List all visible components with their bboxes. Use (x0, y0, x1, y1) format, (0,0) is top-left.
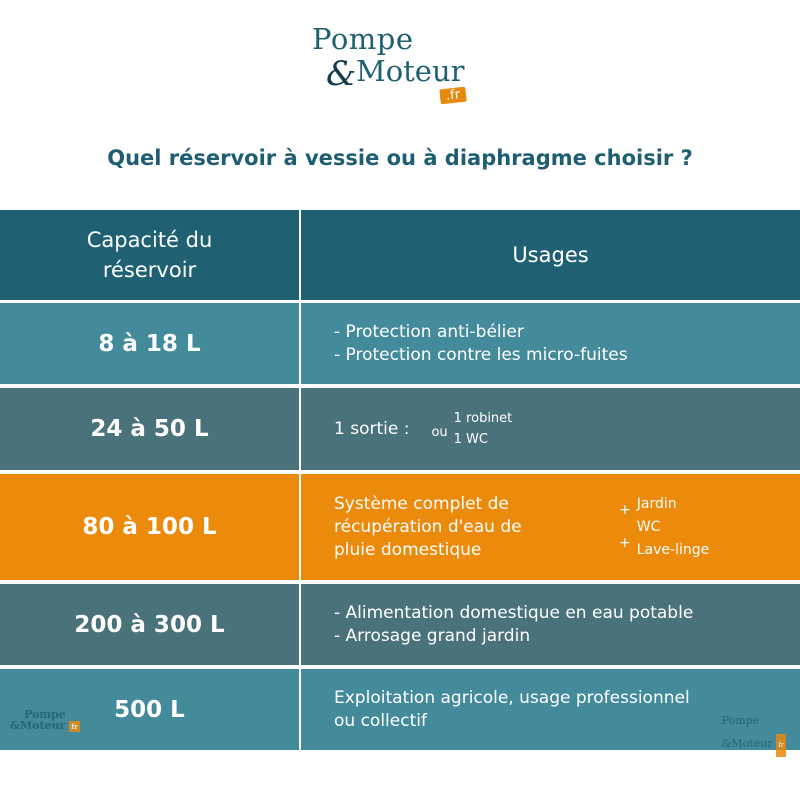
usage-cell: Système complet de récupération d'eau de… (301, 474, 800, 580)
logo-ampersand: & (326, 54, 357, 94)
usage-cell: 1 sortie : ou 1 robinet 1 WC (301, 388, 800, 470)
logo-tld: .fr (439, 86, 467, 105)
usage-line: - Arrosage grand jardin (334, 625, 531, 646)
usage-line: récupération d'eau de (334, 516, 522, 537)
usage-option: Jardin (636, 495, 677, 512)
plus-sign: + (619, 502, 631, 518)
usage-option: Lave-linge (636, 541, 710, 558)
usage-lead: 1 sortie : (334, 419, 410, 439)
capacity-cell: 80 à 100 L (0, 474, 299, 580)
usage-cell: - Protection anti-bélier - Protection co… (301, 303, 800, 384)
table-row-highlight: 80 à 100 L Système complet de récupérati… (0, 474, 800, 580)
usage-line: - Protection anti-bélier (334, 321, 524, 342)
usage-option: 1 robinet (453, 411, 513, 426)
usage-line: - Protection contre les micro-fuites (334, 344, 628, 365)
capacity-cell: 200 à 300 L (0, 584, 299, 665)
brand-logo: Pompe & Moteur .fr (310, 22, 490, 117)
table-header: Capacité du réservoir Usages (0, 210, 800, 300)
plus-sign: + (619, 535, 631, 551)
watermark-logo: Pompe &Moteur fr (10, 708, 80, 732)
capacity-cell: 24 à 50 L (0, 388, 299, 470)
table-row: 200 à 300 L - Alimentation domestique en… (0, 584, 800, 665)
usage-option: 1 WC (453, 432, 488, 447)
capacity-cell: 8 à 18 L (0, 303, 299, 384)
capacity-value: 500 L (114, 696, 185, 723)
header-usage: Usages (301, 210, 800, 300)
usage-or: ou (431, 424, 448, 440)
usage-cell: Exploitation agricole, usage professionn… (301, 669, 800, 757)
usage-line: - Alimentation domestique en eau potable (334, 602, 694, 623)
table-row: 500 L Pompe &Moteur fr Exploitation agric… (0, 669, 800, 757)
usage-option: WC (636, 518, 661, 535)
usage-line: Système complet de (334, 493, 509, 514)
page-title: Quel réservoir à vessie ou à diaphragme … (107, 146, 693, 170)
logo-line1: Pompe (312, 22, 414, 56)
watermark-logo: Pompe &Moteur fr (722, 709, 786, 757)
usage-cell: - Alimentation domestique en eau potable… (301, 584, 800, 665)
table-row: 24 à 50 L 1 sortie : ou 1 robinet 1 WC (0, 388, 800, 470)
usage-line: Exploitation agricole, usage professionn… (334, 687, 690, 708)
usage-line: pluie domestique (334, 539, 482, 560)
usage-line: ou collectif (334, 710, 427, 731)
table-row: 8 à 18 L - Protection anti-bélier - Prot… (0, 303, 800, 384)
header-capacity: Capacité du réservoir (0, 210, 299, 300)
logo-line2: Moteur (356, 54, 465, 88)
capacity-cell: 500 L Pompe &Moteur fr (0, 669, 299, 750)
